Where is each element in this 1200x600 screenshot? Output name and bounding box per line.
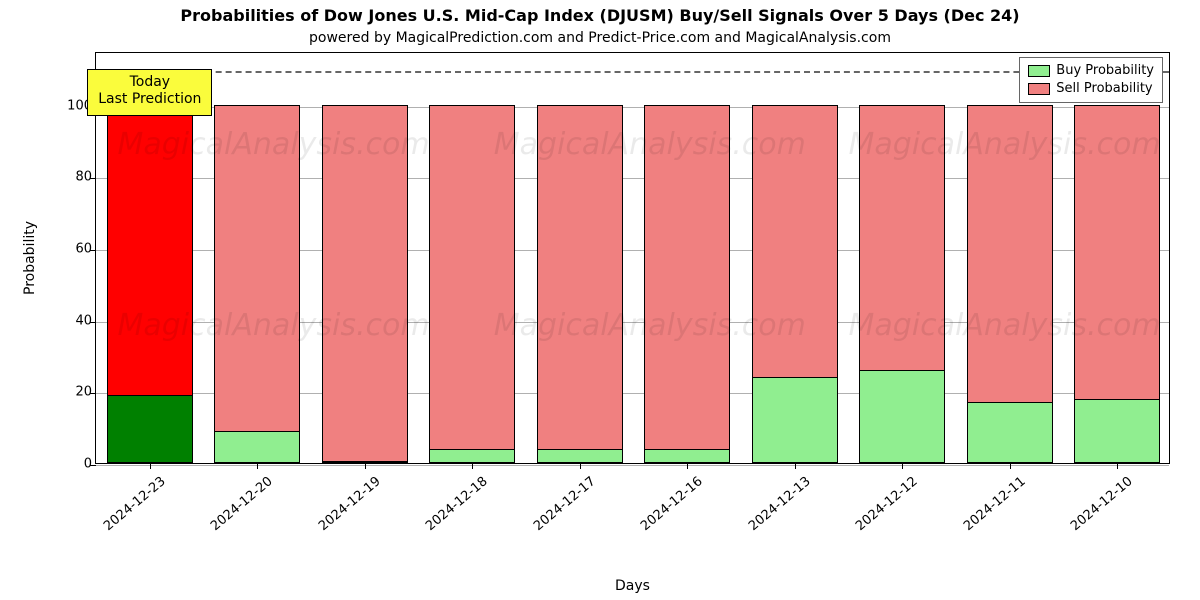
x-tick-label: 2024-12-20 xyxy=(205,474,276,537)
x-tick-label: 2024-12-17 xyxy=(527,474,598,537)
x-tick-label: 2024-12-10 xyxy=(1065,474,1136,537)
y-axis-label: Probability xyxy=(20,52,40,464)
x-tick-label: 2024-12-19 xyxy=(312,474,383,537)
x-tick-label: 2024-12-12 xyxy=(850,474,921,537)
x-tick-mark xyxy=(580,463,581,469)
legend: Buy ProbabilitySell Probability xyxy=(1019,57,1163,103)
x-tick-label: 2024-12-23 xyxy=(97,474,168,537)
y-tick-label: 80 xyxy=(52,170,92,185)
buy-bar xyxy=(859,370,945,463)
sell-bar xyxy=(322,105,408,463)
bar-column xyxy=(214,51,300,463)
legend-label: Buy Probability xyxy=(1056,62,1154,80)
legend-swatch xyxy=(1028,65,1050,77)
x-tick-mark xyxy=(472,463,473,469)
buy-bar xyxy=(644,449,730,463)
bar-column xyxy=(967,51,1053,463)
x-tick-mark xyxy=(257,463,258,469)
x-tick-label: 2024-12-18 xyxy=(420,474,491,537)
bar-column xyxy=(752,51,838,463)
buy-bar xyxy=(752,377,838,463)
bars-layer xyxy=(96,53,1169,463)
buy-bar xyxy=(322,461,408,463)
callout-line-last-prediction: Last Prediction xyxy=(98,91,201,109)
x-tick-mark xyxy=(795,463,796,469)
chart-subtitle: powered by MagicalPrediction.com and Pre… xyxy=(0,30,1200,46)
sell-bar xyxy=(429,105,515,463)
today-callout: TodayLast Prediction xyxy=(87,69,212,116)
y-tick-label: 100 xyxy=(52,98,92,113)
sell-bar xyxy=(214,105,300,463)
x-tick-label: 2024-12-11 xyxy=(957,474,1028,537)
bar-column xyxy=(429,51,515,463)
x-tick-mark xyxy=(687,463,688,469)
bar-column xyxy=(644,51,730,463)
buy-bar xyxy=(429,449,515,463)
x-tick-mark xyxy=(150,463,151,469)
bar-column xyxy=(537,51,623,463)
x-tick-mark xyxy=(1010,463,1011,469)
y-tick-label: 40 xyxy=(52,313,92,328)
y-tick-label: 60 xyxy=(52,242,92,257)
bar-column xyxy=(859,51,945,463)
buy-bar xyxy=(1074,399,1160,463)
bar-column xyxy=(322,51,408,463)
chart-title: Probabilities of Dow Jones U.S. Mid-Cap … xyxy=(0,6,1200,25)
x-tick-mark xyxy=(1117,463,1118,469)
buy-bar xyxy=(537,449,623,463)
legend-swatch xyxy=(1028,83,1050,95)
legend-row: Buy Probability xyxy=(1028,62,1154,80)
y-tick-label: 20 xyxy=(52,385,92,400)
sell-bar xyxy=(644,105,730,463)
legend-label: Sell Probability xyxy=(1056,80,1152,98)
x-axis-label: Days xyxy=(95,578,1170,594)
buy-bar xyxy=(967,402,1053,463)
plot-area: Buy ProbabilitySell Probability TodayLas… xyxy=(95,52,1170,464)
probability-bar-chart: Probabilities of Dow Jones U.S. Mid-Cap … xyxy=(0,0,1200,600)
buy-bar xyxy=(214,431,300,463)
y-tick-label: 0 xyxy=(52,457,92,472)
dashed-reference-line xyxy=(96,71,1169,73)
x-tick-label: 2024-12-13 xyxy=(742,474,813,537)
x-tick-mark xyxy=(365,463,366,469)
x-tick-label: 2024-12-16 xyxy=(635,474,706,537)
x-tick-mark xyxy=(902,463,903,469)
sell-bar xyxy=(537,105,623,463)
legend-row: Sell Probability xyxy=(1028,80,1154,98)
bar-column xyxy=(1074,51,1160,463)
callout-line-today: Today xyxy=(98,74,201,92)
buy-bar xyxy=(107,395,193,463)
